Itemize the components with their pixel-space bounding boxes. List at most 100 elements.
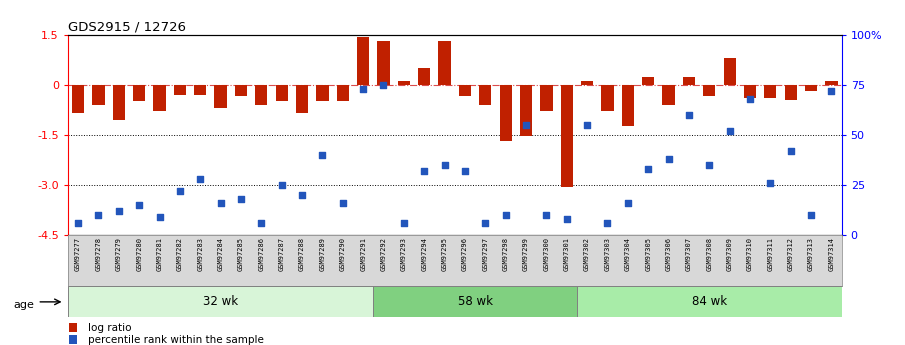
Text: GSM97301: GSM97301 <box>564 237 570 271</box>
Bar <box>438 41 451 85</box>
Point <box>91 212 106 217</box>
Text: GSM97280: GSM97280 <box>136 237 142 271</box>
Point <box>580 122 595 127</box>
Text: GSM97294: GSM97294 <box>421 237 427 271</box>
Point <box>519 122 533 127</box>
Text: GSM97312: GSM97312 <box>787 237 794 271</box>
Text: GSM97285: GSM97285 <box>238 237 244 271</box>
Bar <box>357 37 369 85</box>
Bar <box>785 85 797 100</box>
Bar <box>92 85 104 105</box>
Point <box>559 216 574 221</box>
Text: GSM97305: GSM97305 <box>645 237 652 271</box>
Bar <box>480 85 491 105</box>
Text: GSM97299: GSM97299 <box>523 237 529 271</box>
Bar <box>642 77 654 85</box>
Bar <box>519 85 532 136</box>
Point <box>499 212 513 217</box>
Bar <box>194 85 206 95</box>
Point <box>356 86 370 91</box>
Bar <box>377 40 389 85</box>
Bar <box>622 85 633 126</box>
Point <box>254 220 269 225</box>
Bar <box>682 77 695 85</box>
Text: GSM97302: GSM97302 <box>584 237 590 271</box>
Point <box>417 168 432 173</box>
Point <box>458 168 472 173</box>
Text: GSM97314: GSM97314 <box>828 237 834 271</box>
Text: 84 wk: 84 wk <box>691 295 727 308</box>
Bar <box>764 85 776 98</box>
Bar <box>112 85 125 120</box>
Point <box>743 96 757 101</box>
Text: log ratio: log ratio <box>88 323 131 333</box>
Point <box>702 162 717 167</box>
Point <box>376 82 391 87</box>
Text: GSM97283: GSM97283 <box>197 237 204 271</box>
Bar <box>317 85 329 101</box>
Text: GSM97295: GSM97295 <box>442 237 448 271</box>
Bar <box>540 85 552 111</box>
Point <box>396 220 411 225</box>
Point <box>214 200 228 205</box>
Bar <box>418 68 431 85</box>
Text: GSM97300: GSM97300 <box>543 237 549 271</box>
Bar <box>703 85 715 96</box>
Text: 32 wk: 32 wk <box>203 295 238 308</box>
Bar <box>825 81 838 85</box>
Point <box>193 176 207 181</box>
Text: GSM97308: GSM97308 <box>706 237 712 271</box>
Text: GSM97279: GSM97279 <box>116 237 122 271</box>
Text: GSM97304: GSM97304 <box>624 237 631 271</box>
Text: GSM97289: GSM97289 <box>319 237 326 271</box>
Text: GSM97313: GSM97313 <box>808 237 814 271</box>
Text: GSM97309: GSM97309 <box>727 237 733 271</box>
Text: GSM97287: GSM97287 <box>279 237 285 271</box>
Text: GSM97298: GSM97298 <box>502 237 509 271</box>
Bar <box>560 85 573 187</box>
Bar <box>577 286 842 317</box>
Text: GSM97303: GSM97303 <box>605 237 611 271</box>
Point <box>784 148 798 153</box>
Point <box>681 112 696 117</box>
Bar <box>581 81 593 85</box>
Point <box>478 220 492 225</box>
Text: GSM97290: GSM97290 <box>339 237 346 271</box>
Bar <box>214 85 226 108</box>
Bar <box>174 85 186 95</box>
Text: GSM97282: GSM97282 <box>176 237 183 271</box>
Point <box>437 162 452 167</box>
Point <box>336 200 350 205</box>
Text: GSM97310: GSM97310 <box>747 237 753 271</box>
Bar <box>69 335 77 344</box>
Bar <box>805 85 817 91</box>
Bar <box>662 85 674 105</box>
Text: GSM97277: GSM97277 <box>75 237 81 271</box>
Text: GSM97307: GSM97307 <box>686 237 692 271</box>
Point <box>621 200 635 205</box>
Point <box>539 212 554 217</box>
Text: age: age <box>14 300 34 310</box>
Bar <box>459 85 471 96</box>
Bar <box>500 85 512 141</box>
Bar <box>72 85 84 113</box>
Point <box>315 152 329 157</box>
Point <box>111 208 126 213</box>
Text: GSM97293: GSM97293 <box>401 237 407 271</box>
Text: GSM97288: GSM97288 <box>299 237 305 271</box>
Point <box>173 188 187 193</box>
Bar <box>235 85 247 96</box>
Point <box>274 182 289 187</box>
Point <box>641 166 655 171</box>
Point <box>722 128 737 133</box>
Point <box>295 192 310 197</box>
Bar <box>744 85 756 98</box>
Bar <box>723 58 736 85</box>
Bar <box>601 85 614 111</box>
Bar <box>296 85 308 113</box>
Point <box>600 220 614 225</box>
Text: percentile rank within the sample: percentile rank within the sample <box>88 335 263 345</box>
Point <box>662 156 676 161</box>
Point <box>824 88 839 93</box>
Bar <box>398 81 410 85</box>
